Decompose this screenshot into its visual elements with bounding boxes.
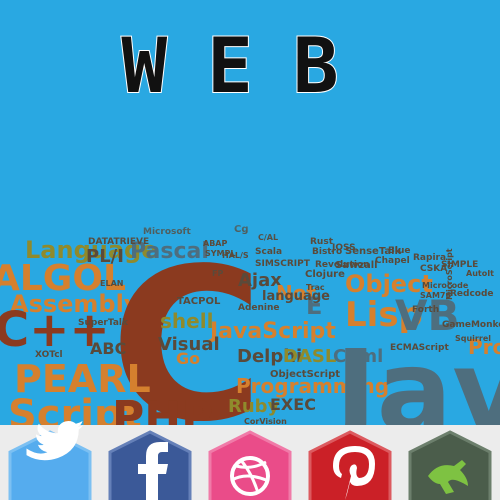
- facebook-icon[interactable]: [108, 430, 192, 500]
- cloud-word: AutoIt: [466, 269, 494, 278]
- dribbble-icon[interactable]: [208, 430, 292, 500]
- cloud-word: Squirrel: [455, 334, 491, 343]
- cloud-word: Ajax: [238, 270, 282, 291]
- cloud-word: ECMAScript: [390, 343, 449, 353]
- cloud-word: Rust: [310, 237, 334, 247]
- cloud-word: Blue: [388, 246, 410, 256]
- cloud-word: SAM76: [420, 291, 451, 300]
- cloud-word: SYMPL: [205, 249, 235, 258]
- cloud-word: Prolog: [468, 335, 500, 359]
- social-icons: [8, 420, 492, 500]
- cloud-word: GameMonkey: [442, 320, 500, 330]
- cloud-word: E: [306, 292, 322, 320]
- pinterest-icon[interactable]: [308, 430, 392, 500]
- cloud-word: Revolution: [315, 260, 370, 270]
- cloud-word: Delphi: [237, 346, 302, 367]
- cloud-word: ELAN: [100, 279, 123, 288]
- cloud-word: DASL: [283, 346, 336, 367]
- cloud-word: Chapel: [375, 256, 410, 266]
- cloud-word: Programming: [236, 374, 389, 398]
- cloud-word: ObjectScript: [270, 369, 340, 380]
- cloud-word: TACPOL: [177, 296, 221, 307]
- cloud-word: DATATRIEVE: [88, 237, 149, 247]
- cloud-word: Adenine: [238, 303, 280, 313]
- cloud-word: ALGOL: [0, 258, 126, 299]
- cloud-word: FP: [212, 269, 223, 278]
- cloud-word: C++: [0, 302, 110, 358]
- cloud-word: ABAP: [203, 239, 227, 248]
- cloud-word: HAL/S: [222, 251, 249, 260]
- cloud-word: CSKA: [420, 264, 447, 274]
- cloud-word: SIMPLE: [441, 260, 478, 270]
- cloud-word: Clojure: [305, 269, 345, 280]
- cloud-word: Not: [276, 281, 316, 305]
- cloud-word: Ruby: [228, 396, 280, 417]
- cloud-word: SuperTalk: [78, 318, 129, 328]
- cloud-fade: [0, 200, 500, 240]
- cloud-word: Pascal: [130, 239, 209, 264]
- cloud-word: PL/I: [86, 246, 124, 267]
- cloud-word: Redcode: [450, 289, 494, 299]
- cloud-word: XOTcl: [35, 350, 63, 360]
- cloud-word: Microcode: [422, 281, 469, 290]
- cloud-word: CorVision: [244, 417, 287, 426]
- cloud-word: Rapira: [413, 253, 446, 263]
- title: WEB: [121, 21, 378, 110]
- cloud-word: Lisp: [345, 295, 423, 335]
- cloud-word: Trac: [306, 283, 325, 292]
- cloud-word: language: [262, 289, 330, 304]
- cloud-word: PEARL: [14, 357, 151, 401]
- cloud-word: JavaScript: [208, 319, 336, 344]
- cloud-word: Go: [176, 349, 200, 368]
- cloud-word: ABC: [90, 339, 126, 358]
- cloud-word: Sawzall: [335, 260, 378, 271]
- cloud-word: MicroScript: [445, 248, 454, 300]
- cloud-word: Scala: [255, 247, 282, 257]
- cloud-word: JOSS: [331, 243, 356, 253]
- cloud-word: SIMSCRIPT: [255, 259, 311, 269]
- cloud-word: shell: [160, 309, 213, 333]
- deviantart-icon[interactable]: [408, 430, 492, 500]
- cloud-word: SenseTalk: [345, 246, 402, 257]
- cloud-word: Caml: [333, 346, 383, 367]
- cloud-word: Visual: [158, 334, 220, 355]
- cloud-word: VB: [395, 291, 460, 340]
- cloud-word: Forth: [412, 305, 439, 315]
- twitter-icon[interactable]: [8, 420, 92, 500]
- cloud-word: Object: [345, 270, 433, 298]
- cloud-word: Bistro: [312, 247, 342, 257]
- cloud-word: EXEC: [270, 395, 316, 414]
- cloud-word: Language: [25, 236, 158, 264]
- cloud-word: Assembly: [10, 290, 140, 318]
